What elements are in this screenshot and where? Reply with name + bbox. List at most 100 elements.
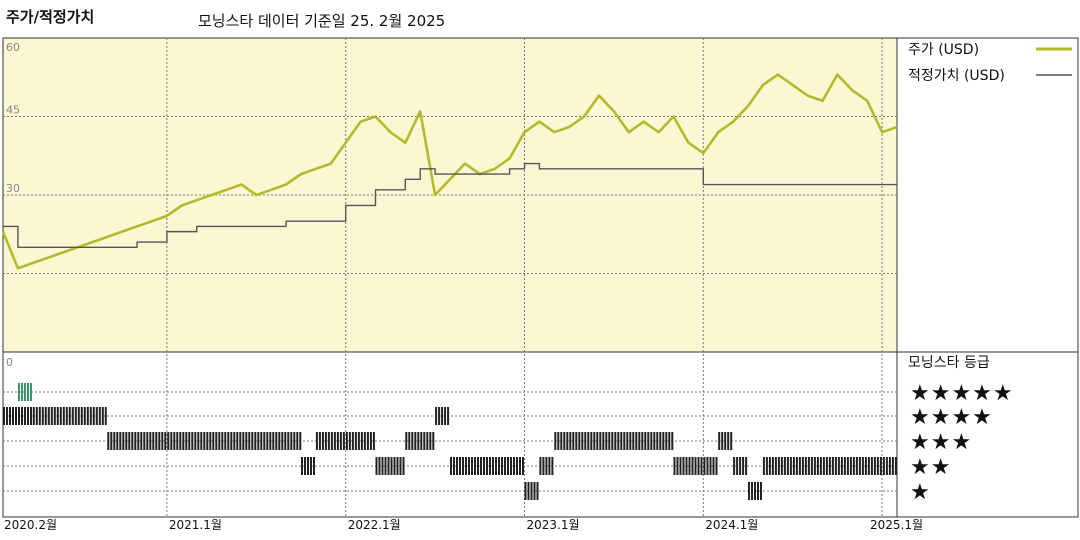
rating-tick <box>260 432 263 450</box>
rating-tick <box>882 457 885 475</box>
rating-tick <box>12 407 14 425</box>
rating-tick <box>718 432 721 450</box>
rating-row-label: ★ <box>910 480 931 505</box>
rating-tick <box>846 457 849 475</box>
rating-tick <box>694 457 697 475</box>
rating-tick <box>587 432 590 450</box>
rating-tick <box>599 432 602 450</box>
rating-tick <box>307 457 309 475</box>
rating-tick <box>122 432 125 450</box>
rating-tick <box>632 432 635 450</box>
rating-tick <box>724 432 727 450</box>
chart-frame <box>2 37 1079 518</box>
rating-tick <box>89 407 92 425</box>
rating-tick <box>575 432 578 450</box>
rating-tick <box>539 457 542 475</box>
rating-tick <box>236 432 239 450</box>
rating-tick <box>393 457 396 475</box>
rating-tick <box>18 407 20 425</box>
rating-tick <box>760 482 762 500</box>
rating-tick <box>209 432 212 450</box>
rating-tick <box>269 432 272 450</box>
rating-segment-2-star <box>673 457 718 475</box>
rating-tick <box>423 432 426 450</box>
rating-tick <box>688 457 691 475</box>
rating-tick <box>248 432 251 450</box>
rating-tick <box>623 432 626 450</box>
rating-tick <box>697 457 700 475</box>
rating-tick <box>215 432 218 450</box>
rating-tick <box>23 383 26 401</box>
rating-tick <box>682 457 685 475</box>
rating-tick <box>390 457 393 475</box>
rating-tick <box>777 457 780 475</box>
rating-tick <box>685 457 688 475</box>
rating-tick <box>816 457 819 475</box>
rating-tick <box>339 432 342 450</box>
rating-tick <box>206 432 209 450</box>
rating-tick <box>801 457 804 475</box>
rating-axis-label: 0 <box>6 356 13 369</box>
rating-tick <box>200 432 203 450</box>
rating-tick <box>113 432 116 450</box>
rating-tick <box>299 432 302 450</box>
rating-tick <box>146 432 149 450</box>
price-line <box>1 73 898 270</box>
rating-tick <box>44 407 47 425</box>
rating-tick <box>590 432 593 450</box>
rating-tick <box>650 432 653 450</box>
rating-segment-4-star <box>3 407 32 425</box>
rating-tick <box>369 432 372 450</box>
rating-tick <box>471 457 473 475</box>
rating-tick <box>545 457 548 475</box>
rating-tick <box>486 457 488 475</box>
rating-tick <box>783 457 786 475</box>
rating-tick <box>348 432 351 450</box>
rating-tick <box>602 432 605 450</box>
rating-tick <box>275 432 278 450</box>
rating-tick <box>278 432 281 450</box>
rating-tick <box>272 432 275 450</box>
rating-tick <box>635 432 638 450</box>
rating-tick <box>644 432 647 450</box>
rating-row-label: ★★ <box>910 455 951 480</box>
rating-tick <box>313 457 315 475</box>
rating-tick <box>438 407 441 425</box>
rating-tick <box>203 432 206 450</box>
rating-tick <box>426 432 429 450</box>
rating-tick <box>468 457 470 475</box>
rating-tick <box>354 432 357 450</box>
rating-tick <box>35 407 38 425</box>
rating-row-label: ★★★★★ <box>910 381 1014 406</box>
rating-tick <box>86 407 89 425</box>
rating-tick <box>290 432 293 450</box>
rating-segment-2-star <box>539 457 554 475</box>
rating-tick <box>780 457 783 475</box>
rating-tick <box>3 407 5 425</box>
rating-tick <box>617 432 620 450</box>
x-tick-label: 2020.2월 <box>4 518 57 532</box>
rating-tick <box>447 407 450 425</box>
rating-tick <box>218 432 221 450</box>
rating-tick <box>435 407 438 425</box>
rating-tick <box>257 432 260 450</box>
rating-tick <box>239 432 242 450</box>
rating-tick <box>825 457 828 475</box>
rating-tick <box>757 482 759 500</box>
rating-tick <box>417 432 420 450</box>
rating-tick <box>742 457 745 475</box>
rating-tick <box>522 457 524 475</box>
rating-tick <box>465 457 467 475</box>
rating-tick <box>101 407 104 425</box>
rating-tick <box>176 432 179 450</box>
rating-tick <box>768 457 771 475</box>
rating-tick <box>155 432 158 450</box>
rating-tick <box>703 457 706 475</box>
rating-tick <box>786 457 789 475</box>
rating-tick <box>730 432 733 450</box>
rating-tick <box>83 407 86 425</box>
rating-tick <box>554 432 557 450</box>
rating-tick <box>858 457 861 475</box>
rating-tick <box>378 457 381 475</box>
rating-tick <box>32 407 35 425</box>
